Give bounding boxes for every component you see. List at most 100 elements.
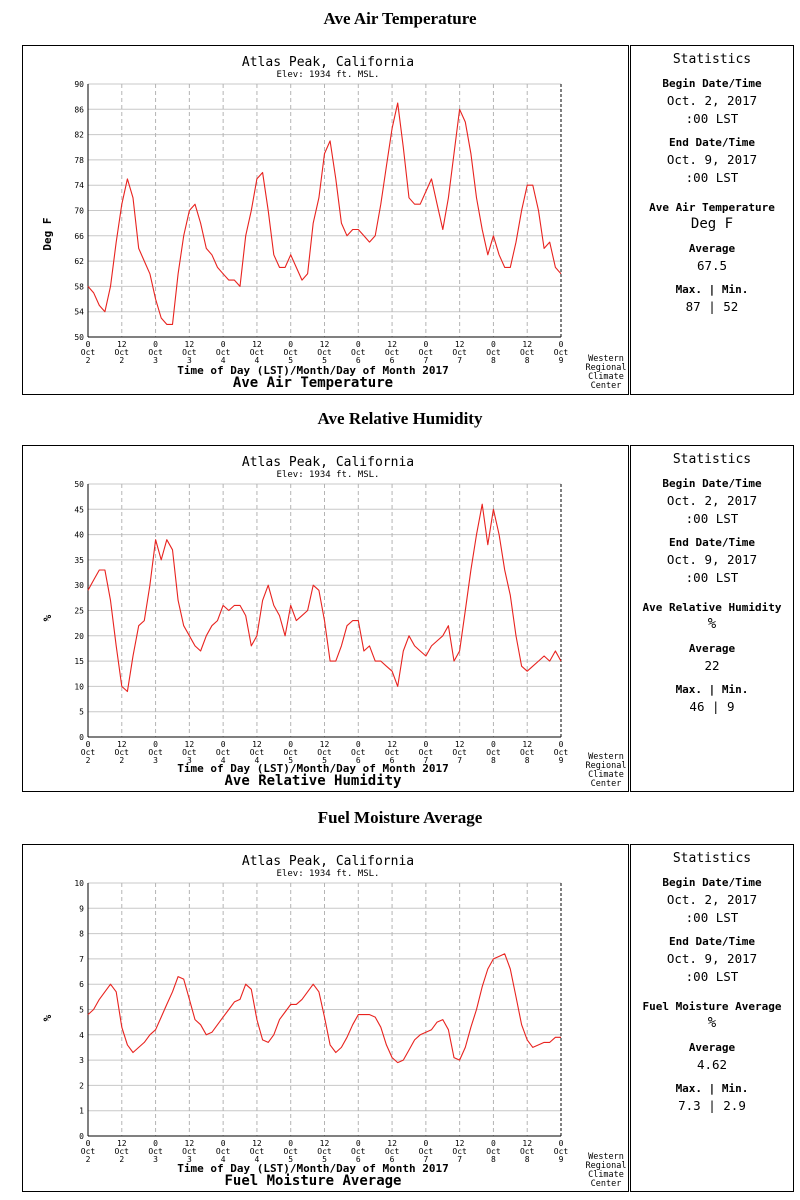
x-tick-label: 12	[455, 740, 465, 749]
series-line	[87, 102, 562, 325]
x-tick-label: 0	[559, 1139, 564, 1148]
x-tick-label: Oct	[283, 748, 298, 757]
x-tick-label: Oct	[452, 748, 467, 757]
y-tick-label: 82	[74, 131, 84, 140]
x-tick-label: Oct	[81, 348, 96, 357]
credit-line-3: Climate	[588, 1170, 624, 1180]
credit-line-1: Western	[588, 354, 624, 364]
x-tick-label: 7	[423, 356, 428, 365]
x-tick-label: Oct	[81, 748, 96, 757]
x-tick-label: 3	[187, 1155, 192, 1164]
x-tick-label: 6	[390, 756, 395, 765]
x-tick-label: 2	[86, 356, 91, 365]
x-tick-label: 5	[288, 1155, 293, 1164]
x-tick-label: Oct	[554, 748, 569, 757]
chart-station-title: Atlas Peak, California	[242, 455, 414, 470]
chart-elevation: Elev: 1934 ft. MSL.	[277, 70, 380, 80]
y-tick-label: 10	[74, 682, 84, 691]
chart-station-title: Atlas Peak, California	[242, 55, 414, 70]
x-tick-label: Oct	[520, 348, 535, 357]
average-value: 67.5	[696, 258, 728, 273]
x-tick-label: Oct	[115, 348, 130, 357]
x-tick-label: 0	[86, 340, 91, 349]
end-label: End Date/Time	[668, 536, 756, 549]
section-title-fuel-moisture: Fuel Moisture Average	[317, 808, 483, 827]
section-title-humidity: Ave Relative Humidity	[317, 409, 483, 428]
y-tick-label: 74	[74, 181, 84, 190]
credit-line-4: Center	[591, 381, 622, 391]
plot-area: 051015202530354045500Oct212Oct20Oct312Oc…	[74, 480, 568, 765]
credit-line-2: Regional	[586, 1161, 627, 1171]
x-tick-label: Oct	[486, 1147, 501, 1156]
stats-panel-humidity: Statistics Begin Date/Time Oct. 2, 2017 …	[630, 445, 794, 792]
section-title-temperature: Ave Air Temperature	[323, 9, 477, 28]
average-value: 22	[704, 658, 720, 673]
end-date: Oct. 9, 2017	[666, 152, 758, 167]
x-axis-label: Time of Day (LST)/Month/Day of Month 201…	[177, 762, 449, 775]
x-tick-label: Oct	[486, 748, 501, 757]
variable-label: Fuel Moisture Average	[642, 1000, 782, 1013]
series-line	[87, 953, 561, 1064]
x-axis-label: Time of Day (LST)/Month/Day of Month 201…	[177, 1162, 449, 1175]
y-tick-label: 35	[74, 556, 84, 565]
x-tick-label: 0	[221, 340, 226, 349]
x-tick-label: 12	[185, 740, 195, 749]
chart-subtitle: Ave Relative Humidity	[224, 773, 402, 789]
x-tick-label: Oct	[351, 748, 366, 757]
stats-panel-temperature: Statistics Begin Date/Time Oct. 2, 2017 …	[630, 45, 794, 395]
x-tick-label: 2	[119, 1155, 124, 1164]
x-tick-label: 8	[491, 356, 496, 365]
x-tick-label: Oct	[148, 348, 163, 357]
x-tick-label: Oct	[317, 1147, 332, 1156]
chart-station-title: Atlas Peak, California	[242, 854, 414, 869]
y-tick-label: 25	[74, 607, 84, 616]
x-tick-label: 0	[423, 1139, 428, 1148]
end-time: :00 LST	[685, 170, 739, 185]
x-tick-label: Oct	[385, 348, 400, 357]
x-tick-label: Oct	[216, 748, 231, 757]
maxmin-label: Max. | Min.	[675, 283, 749, 296]
x-tick-label: Oct	[385, 1147, 400, 1156]
y-tick-label: 45	[74, 505, 84, 514]
x-tick-label: Oct	[250, 748, 265, 757]
x-tick-label: Oct	[283, 348, 298, 357]
maxmin-value: 7.3 | 2.9	[678, 1098, 746, 1113]
x-tick-label: 12	[320, 740, 330, 749]
chart-elevation: Elev: 1934 ft. MSL.	[277, 470, 380, 480]
chart-elevation: Elev: 1934 ft. MSL.	[277, 869, 380, 879]
x-tick-label: 12	[252, 340, 262, 349]
x-tick-label: 4	[255, 1155, 260, 1164]
y-tick-label: 4	[79, 1031, 84, 1040]
x-tick-label: 4	[221, 1155, 226, 1164]
x-tick-label: 6	[356, 356, 361, 365]
x-tick-label: 12	[522, 740, 532, 749]
end-time: :00 LST	[685, 969, 739, 984]
x-tick-label: 0	[288, 740, 293, 749]
x-tick-label: Oct	[182, 748, 197, 757]
y-tick-label: 15	[74, 657, 84, 666]
begin-label: Begin Date/Time	[662, 77, 762, 90]
x-tick-label: 2	[119, 356, 124, 365]
variable-unit: Deg F	[690, 216, 734, 232]
x-tick-label: 8	[491, 1155, 496, 1164]
x-tick-label: 0	[288, 340, 293, 349]
stats-heading: Statistics	[672, 452, 752, 467]
x-tick-label: 0	[153, 1139, 158, 1148]
y-tick-label: 58	[74, 282, 84, 291]
y-tick-label: 66	[74, 232, 84, 241]
temperature-chart: Atlas Peak, California Elev: 1934 ft. MS…	[41, 55, 626, 391]
x-tick-label: 0	[491, 1139, 496, 1148]
maxmin-label: Max. | Min.	[675, 1082, 749, 1095]
x-tick-label: 4	[255, 356, 260, 365]
y-tick-label: 20	[74, 632, 84, 641]
x-tick-label: 12	[387, 340, 397, 349]
average-label: Average	[688, 242, 736, 255]
x-tick-label: 12	[117, 1139, 127, 1148]
x-tick-label: Oct	[486, 348, 501, 357]
variable-label: Ave Relative Humidity	[642, 601, 782, 614]
credit-line-3: Climate	[588, 372, 624, 382]
x-tick-label: 0	[153, 340, 158, 349]
x-tick-label: 9	[559, 356, 564, 365]
x-tick-label: 8	[525, 756, 530, 765]
chart-subtitle: Fuel Moisture Average	[224, 1173, 401, 1189]
